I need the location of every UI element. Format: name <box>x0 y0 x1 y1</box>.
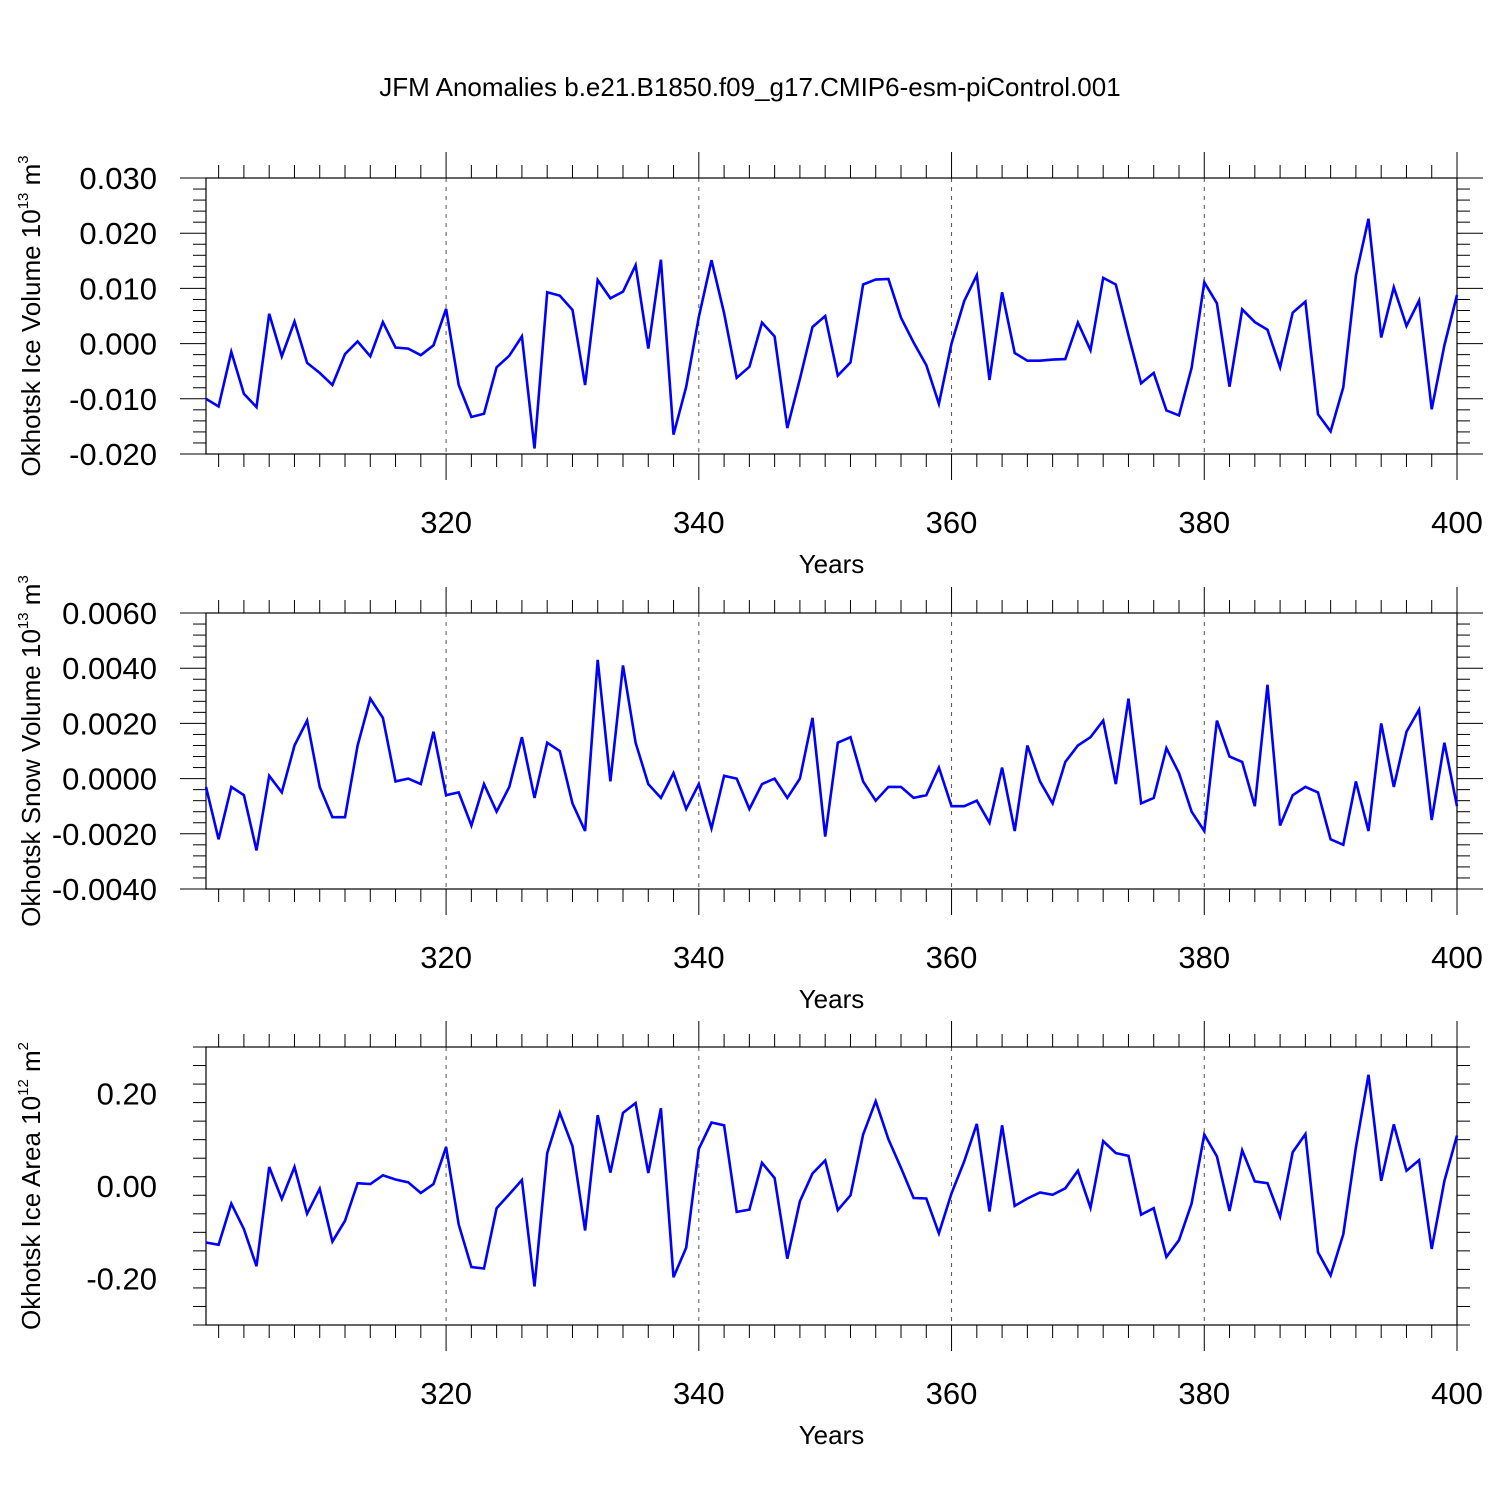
x-tick-label: 320 <box>420 940 472 975</box>
x-tick-label: 320 <box>420 1376 472 1411</box>
y-tick-label: -0.0020 <box>52 817 157 852</box>
x-tick-label: 380 <box>1178 505 1230 540</box>
y-axis-title-text: m <box>16 164 46 193</box>
panel-2: -0.0040 -0.0020 0.0000 0.0020 0.0040 0.0060 32… <box>15 575 1483 1014</box>
x-tick-label: 380 <box>1178 1376 1230 1411</box>
plot-frame <box>205 612 1458 890</box>
y-axis-title-text: Okhotsk Snow Volume 10 <box>16 629 46 927</box>
y-tick-label: 0.0020 <box>62 706 157 741</box>
x-axis-title: Years <box>799 1420 865 1450</box>
y-tick-label: 0.0000 <box>62 762 157 797</box>
y-axis-title: Okhotsk Ice Area 1012 m2 <box>15 1042 46 1330</box>
y-tick-label: 0.030 <box>79 161 157 196</box>
y-axis-title-text: m <box>16 584 46 613</box>
x-axis-title: Years <box>799 984 865 1014</box>
x-tick-label: 340 <box>673 1376 725 1411</box>
series-line <box>204 659 1459 851</box>
y-axis-title: Okhotsk Ice Volume 1013 m3 <box>15 155 46 476</box>
y-axis-title-text: m <box>16 1050 46 1079</box>
x-tick-label: 340 <box>673 940 725 975</box>
y-tick-label: -0.0040 <box>52 872 157 907</box>
y-axis-title-superscript: 2 <box>15 1042 32 1050</box>
x-tick-label: 400 <box>1431 940 1483 975</box>
panel-1: -0.020 -0.010 0.000 0.010 0.020 0.030 320 340 36… <box>15 152 1483 579</box>
y-tick-label: 0.010 <box>79 271 157 306</box>
x-tick-label: 400 <box>1431 505 1483 540</box>
y-tick-label: -0.010 <box>69 382 157 417</box>
y-tick-label: -0.20 <box>86 1262 157 1297</box>
figure-title: JFM Anomalies b.e21.B1850.f09_g17.CMIP6-… <box>379 72 1121 102</box>
y-axis-title: Okhotsk Snow Volume 1013 m3 <box>15 575 46 927</box>
x-tick-label: 380 <box>1178 940 1230 975</box>
x-tick-label: 320 <box>420 505 472 540</box>
plot-frame <box>205 177 1458 455</box>
panel-3: -0.20 0.00 0.20 320 340 360 380 400 Years Okhotsk… <box>15 1021 1483 1450</box>
y-tick-label: -0.020 <box>69 437 157 472</box>
y-axis-title-superscript: 3 <box>15 575 32 583</box>
plot-frame <box>205 1046 1458 1326</box>
y-axis-title-superscript: 13 <box>15 612 32 629</box>
y-tick-label: 0.0040 <box>62 651 157 686</box>
x-tick-label: 360 <box>926 940 978 975</box>
y-tick-label: 0.000 <box>79 327 157 362</box>
x-tick-label: 340 <box>673 505 725 540</box>
y-tick-label: 0.0060 <box>62 596 157 631</box>
y-axis-title-superscript: 12 <box>15 1079 32 1096</box>
y-axis-title-text: Okhotsk Ice Area 10 <box>16 1096 46 1330</box>
series-line <box>205 218 1459 449</box>
y-tick-label: 0.00 <box>97 1169 157 1204</box>
x-tick-label: 360 <box>926 505 978 540</box>
y-axis-title-text: Okhotsk Ice Volume 10 <box>16 209 46 476</box>
y-axis-title-superscript: 3 <box>15 155 32 163</box>
series-line <box>205 1074 1459 1287</box>
y-tick-label: 0.20 <box>97 1076 157 1111</box>
y-tick-label: 0.020 <box>79 216 157 251</box>
x-tick-label: 400 <box>1431 1376 1483 1411</box>
x-axis-title: Years <box>799 549 865 579</box>
x-tick-label: 360 <box>926 1376 978 1411</box>
y-axis-title-superscript: 13 <box>15 193 32 210</box>
